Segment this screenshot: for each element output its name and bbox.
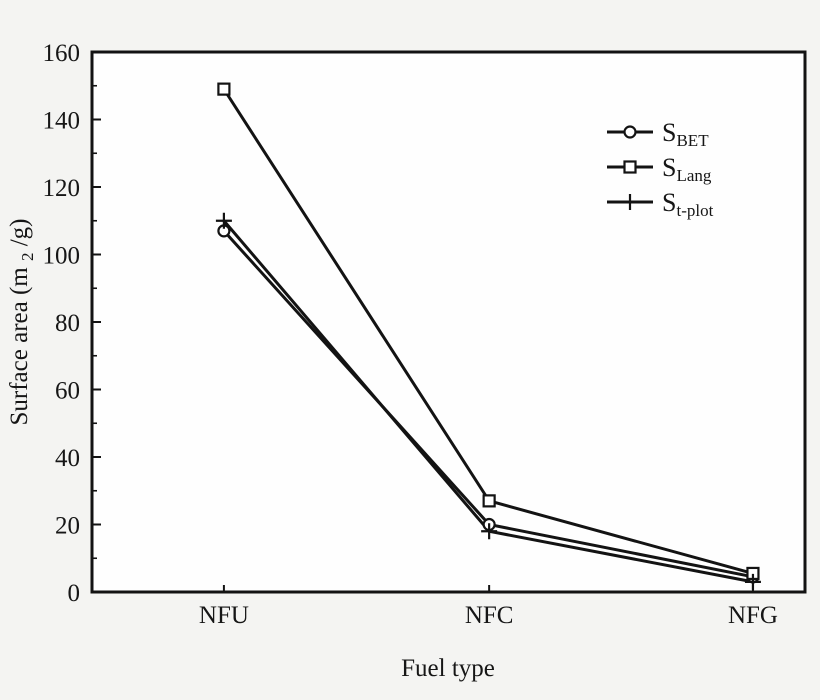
legend-item-S_Lang: SLang — [607, 153, 712, 185]
y-tick-label: 160 — [43, 40, 81, 67]
y-axis-ticks: 0 20 40 60 80 100 120 140 160 — [43, 40, 101, 607]
x-axis-ticks: NFU NFC NFG — [199, 585, 778, 629]
data-series — [215, 82, 761, 590]
y-tick-label: 60 — [55, 378, 80, 405]
y-tick-label: 100 — [43, 243, 81, 270]
circle-marker — [623, 125, 637, 139]
y-axis-title-sub: 2 — [18, 253, 37, 262]
legend-item-S_t-plot: St-plot — [607, 188, 714, 220]
x-category-label: NFU — [199, 602, 249, 629]
y-axis-title: Surface area (m 2 /g) — [6, 218, 39, 425]
plot-frame — [90, 50, 807, 594]
square-marker — [623, 160, 637, 174]
plot-area — [92, 52, 805, 592]
legend-label-S_Lang: SLang — [662, 153, 712, 185]
legend-item-S_BET: SBET — [607, 118, 709, 150]
y-tick-label: 80 — [55, 310, 80, 337]
y-axis-title-pre: Surface area (m — [6, 267, 33, 426]
x-category-label: NFC — [465, 602, 514, 629]
y-axis-title-post: /g) — [6, 218, 33, 246]
y-tick-label: 20 — [55, 513, 80, 540]
y-tick-label: 40 — [55, 445, 80, 472]
legend-label-S_t-plot: St-plot — [662, 188, 714, 220]
x-category-label: NFG — [728, 602, 778, 629]
y-tick-label: 140 — [43, 108, 81, 135]
square-marker — [482, 494, 496, 508]
y-tick-label: 120 — [43, 175, 81, 202]
square-marker — [217, 82, 231, 96]
x-axis-title: Fuel type — [401, 655, 495, 682]
legend-label-S_BET: SBET — [662, 118, 709, 150]
y-tick-label: 0 — [68, 580, 81, 607]
